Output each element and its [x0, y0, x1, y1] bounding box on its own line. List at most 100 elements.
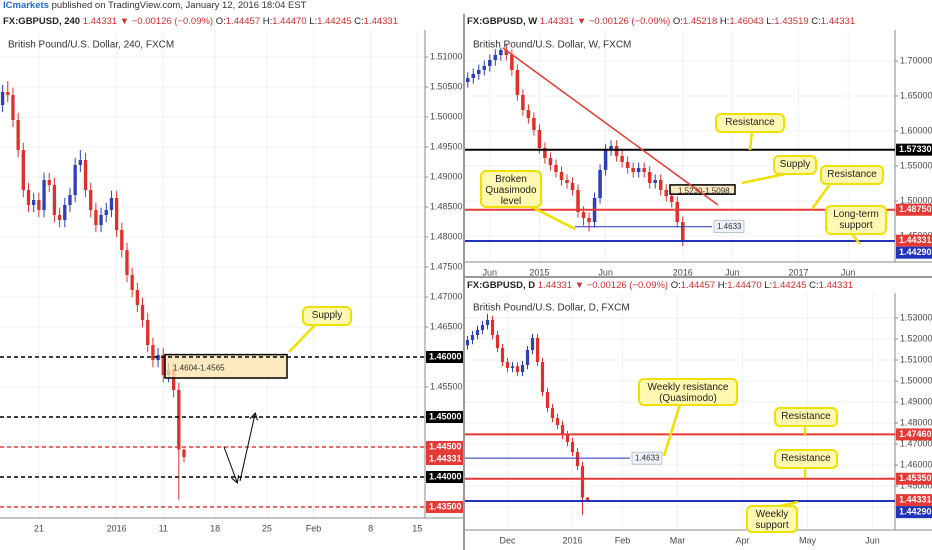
change: ▼ −0.00126 (−0.09%) [576, 16, 671, 27]
symbol: FX:GBPUSD, D [467, 280, 536, 291]
candle-body [515, 366, 520, 373]
symbol: FX:GBPUSD, W [467, 16, 538, 27]
candle-body [89, 190, 93, 211]
callout-pointers [288, 130, 861, 508]
quote-value: 1.44245 [317, 16, 352, 27]
candle-body [140, 304, 145, 320]
candle-body [120, 229, 124, 251]
x-tick-label: Jun [598, 267, 613, 277]
y-tick-label: 1.55000 [900, 160, 932, 170]
price-tag [426, 411, 463, 424]
quote-value: 1.43519 [774, 16, 809, 27]
candle-body [480, 324, 485, 330]
candle-body [0, 91, 5, 106]
price-tag [896, 428, 932, 441]
candle-body [470, 335, 475, 341]
candle-body [525, 350, 530, 366]
price-tag-label: 1.44290 [899, 507, 932, 517]
publisher[interactable]: ICmarkets [3, 0, 49, 11]
quote-value: 1.44457 [680, 280, 716, 291]
price-tag-label: 1.44331 [899, 235, 932, 245]
candle-body [537, 130, 542, 149]
candle-body [565, 435, 570, 443]
quote-value: 1.46043 [729, 16, 764, 27]
callout: Supply [773, 155, 817, 175]
zone-label: 1.4604-1.4565 [173, 363, 225, 372]
candle-body [42, 180, 46, 211]
candle-body [658, 180, 663, 191]
candle-body [499, 50, 503, 55]
price-tag [426, 453, 463, 466]
candle-body [500, 348, 505, 363]
chart-header: FX:GBPUSD, 240 1.44331 ▼ −0.00126 (−0.09… [3, 16, 398, 27]
quote-value: 1.45218 [682, 16, 718, 27]
candle-body [465, 340, 470, 346]
candle-body [543, 148, 547, 159]
price-tag-label: 1.44331 [899, 495, 932, 505]
candle-body [609, 145, 613, 150]
x-tick-label: Jun [725, 267, 740, 277]
candle-body [625, 162, 630, 169]
candle-body [585, 497, 590, 501]
callout: Resistance [774, 449, 838, 469]
change: ▼ −0.00126 (−0.09%) [119, 16, 214, 27]
price-tag-label: 1.46000 [429, 351, 462, 361]
x-tick-label: Jun [841, 267, 856, 277]
candle-body [493, 54, 498, 61]
candle-body [94, 210, 98, 226]
price-tag-label: 1.44000 [429, 471, 462, 481]
y-tick-label: 1.48000 [900, 417, 932, 427]
candle-body [559, 172, 564, 181]
candle-body [37, 199, 41, 211]
x-tick-label: Feb [306, 523, 322, 533]
quote-key: L: [764, 280, 773, 291]
y-tick-label: 1.48500 [430, 201, 463, 211]
candle-body [540, 362, 545, 393]
candle-body [57, 214, 62, 221]
x-tick-label: 11 [159, 523, 168, 533]
candle-body [52, 184, 57, 215]
y-tick-label: 1.51000 [430, 51, 463, 61]
quote-value: 1.44331 [818, 280, 854, 291]
price-tag [896, 234, 932, 247]
candle-body [576, 190, 580, 212]
candle-body [16, 120, 20, 151]
candle-body [535, 338, 540, 363]
candle-body [580, 466, 585, 498]
y-tick-label: 1.47500 [430, 261, 463, 271]
x-tick-label: 15 [412, 523, 422, 533]
candle-body [471, 74, 476, 79]
quote-value: 1.44331 [363, 16, 398, 27]
callout: Long-term support [825, 205, 887, 235]
publisher-line: ICmarkets published on TradingView.com, … [3, 0, 307, 11]
price-tag-label: 1.43500 [429, 501, 462, 511]
price: 1.44331 [82, 16, 118, 27]
quote-key: H: [262, 16, 273, 27]
candle-body [68, 195, 72, 206]
callout: Weekly support [746, 505, 798, 533]
quote-key: H: [717, 280, 728, 291]
quote-key: O: [215, 16, 226, 27]
x-tick-label: 8 [368, 523, 373, 533]
supply-zone [164, 353, 288, 379]
quote-value: 1.44245 [772, 280, 807, 291]
price-tag [426, 501, 463, 514]
price-tag-label: 1.45350 [899, 473, 932, 483]
callout: Resistance [820, 165, 884, 185]
y-tick-label: 1.47000 [900, 438, 932, 448]
candle-body [555, 418, 560, 426]
candle-body [614, 145, 619, 156]
x-tick-label: Dec [499, 535, 516, 545]
candle-body [603, 149, 608, 170]
candle-body [545, 392, 550, 409]
price-tag [896, 246, 932, 259]
candle-body [642, 168, 646, 173]
price-tag [426, 471, 463, 484]
marked-level-label: 1.4633 [635, 453, 660, 462]
price-tag-label: 1.45000 [429, 411, 462, 421]
candle-body [520, 365, 525, 373]
candle-body [495, 335, 500, 349]
x-tick-label: Feb [615, 535, 631, 545]
candle-body [554, 165, 558, 173]
